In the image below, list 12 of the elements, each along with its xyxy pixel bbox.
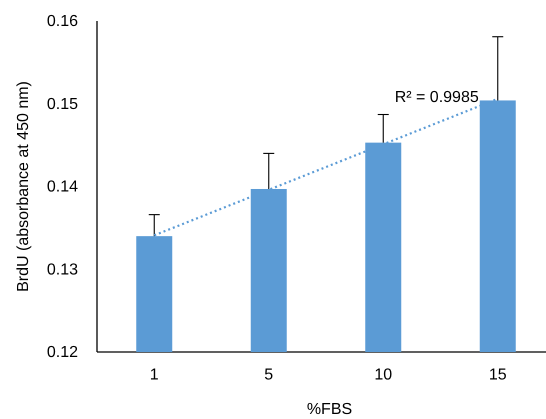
- y-tick-label: 0.12: [46, 344, 78, 362]
- x-axis-title: %FBS: [306, 401, 352, 418]
- y-axis-title: BrdU (absorbance at 450 nm): [15, 81, 32, 292]
- annotation: R² = 0.9985: [394, 88, 479, 106]
- y-tick-label: 0.13: [46, 261, 78, 278]
- y-tick-label: 0.16: [46, 13, 78, 30]
- y-tick-label: 0.15: [46, 96, 78, 113]
- x-tick-label: 5: [264, 366, 274, 384]
- x-tick-label: 15: [488, 366, 507, 384]
- x-tick-label: 10: [374, 366, 392, 384]
- x-tick-label: 1: [150, 366, 159, 384]
- y-tick-label: 0.14: [46, 178, 78, 196]
